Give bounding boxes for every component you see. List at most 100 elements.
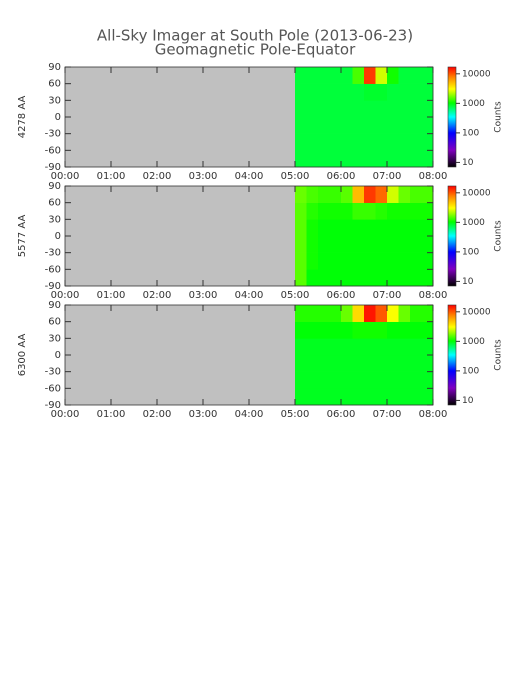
x-tick-label: 06:00 bbox=[327, 171, 356, 182]
heatmap-cell bbox=[410, 388, 422, 406]
heatmap-cell bbox=[295, 202, 307, 220]
heatmap-cell bbox=[341, 83, 353, 101]
x-tick-label: 08:00 bbox=[419, 409, 448, 420]
heatmap-cell bbox=[375, 371, 388, 389]
heatmap-cell bbox=[398, 67, 411, 84]
heatmap-cell bbox=[329, 338, 342, 356]
x-tick-label: 00:00 bbox=[51, 290, 80, 301]
x-tick-label: 07:00 bbox=[373, 171, 402, 182]
heatmap-cell bbox=[295, 321, 307, 339]
heatmap-cell bbox=[375, 133, 388, 151]
heatmap-cell bbox=[329, 83, 342, 101]
heatmap-cell bbox=[375, 150, 388, 168]
heatmap-cell bbox=[387, 252, 399, 270]
heatmap-cell bbox=[306, 202, 319, 220]
heatmap-cell bbox=[410, 133, 422, 151]
x-tick-label: 04:00 bbox=[235, 171, 264, 182]
heatmap-cell bbox=[329, 388, 342, 406]
heatmap-cell bbox=[352, 371, 365, 389]
heatmap-cell bbox=[387, 67, 399, 84]
heatmap-cell bbox=[318, 100, 330, 118]
heatmap-cell bbox=[421, 186, 434, 203]
y-tick-label: 0 bbox=[55, 350, 61, 361]
heatmap-cell bbox=[375, 202, 388, 220]
x-tick-label: 01:00 bbox=[97, 409, 126, 420]
heatmap-cell bbox=[306, 321, 319, 339]
heatmap-cell bbox=[387, 202, 399, 220]
heatmap-cell bbox=[318, 219, 330, 237]
heatmap-cell bbox=[318, 133, 330, 151]
heatmap-cell bbox=[364, 321, 376, 339]
heatmap-cell bbox=[364, 202, 376, 220]
heatmap-cell bbox=[352, 338, 365, 356]
heatmap-cell bbox=[341, 305, 353, 322]
heatmap-cell bbox=[295, 219, 307, 237]
heatmap-cell bbox=[398, 338, 411, 356]
heatmap-cell bbox=[341, 321, 353, 339]
heatmap-cell bbox=[318, 371, 330, 389]
heatmap-cell bbox=[387, 219, 399, 237]
heatmap-cell bbox=[421, 305, 434, 322]
x-tick-label: 04:00 bbox=[235, 290, 264, 301]
chart-title: All-Sky Imager at South Pole (2013-06-23… bbox=[97, 27, 413, 45]
x-tick-label: 03:00 bbox=[189, 409, 218, 420]
heatmap-cell bbox=[410, 117, 422, 134]
heatmap-cell bbox=[318, 186, 330, 203]
heatmap-cell bbox=[387, 133, 399, 151]
heatmap-cell bbox=[398, 83, 411, 101]
heatmap-cell bbox=[410, 321, 422, 339]
heatmap-cell bbox=[318, 305, 330, 322]
heatmap-cell bbox=[375, 67, 388, 84]
colorbar-tick-label: 10000 bbox=[462, 188, 491, 198]
colorbar-tick-label: 1000 bbox=[462, 218, 485, 228]
y-tick-label: 30 bbox=[48, 214, 61, 225]
y-tick-label: 0 bbox=[55, 112, 61, 123]
heatmap-cell bbox=[341, 202, 353, 220]
heatmap-cell bbox=[375, 219, 388, 237]
heatmap-cell bbox=[364, 83, 376, 101]
y-tick-label: -60 bbox=[45, 383, 61, 394]
heatmap-cell bbox=[398, 371, 411, 389]
heatmap-cell bbox=[421, 269, 434, 287]
heatmap-cell bbox=[421, 100, 434, 118]
heatmap-cell bbox=[318, 269, 330, 287]
heatmap-cell bbox=[341, 117, 353, 134]
x-tick-label: 03:00 bbox=[189, 171, 218, 182]
heatmap-cell bbox=[410, 202, 422, 220]
heatmap-cell bbox=[329, 252, 342, 270]
heatmap-cell bbox=[410, 252, 422, 270]
x-tick-label: 01:00 bbox=[97, 290, 126, 301]
heatmap-cell bbox=[341, 100, 353, 118]
heatmap-cell bbox=[421, 338, 434, 356]
heatmap-cell bbox=[364, 67, 376, 84]
heatmap-cell bbox=[410, 371, 422, 389]
y-tick-label: -90 bbox=[45, 162, 61, 173]
x-tick-label: 02:00 bbox=[143, 171, 172, 182]
heatmap-cell bbox=[295, 371, 307, 389]
x-tick-label: 08:00 bbox=[419, 290, 448, 301]
heatmap-cell bbox=[295, 117, 307, 134]
heatmap-cell bbox=[295, 186, 307, 203]
heatmap-cell bbox=[306, 133, 319, 151]
colorbar-tick-label: 10000 bbox=[462, 307, 491, 317]
heatmap-cell bbox=[306, 236, 319, 253]
heatmap-cell bbox=[387, 117, 399, 134]
heatmap-cell bbox=[421, 321, 434, 339]
heatmap-cell bbox=[341, 355, 353, 372]
heatmap-cell bbox=[398, 388, 411, 406]
heatmap-cell bbox=[329, 355, 342, 372]
heatmap-cell bbox=[306, 388, 319, 406]
heatmap-cell bbox=[329, 202, 342, 220]
heatmap-cell bbox=[295, 133, 307, 151]
heatmap-cell bbox=[364, 338, 376, 356]
heatmap-cell bbox=[306, 355, 319, 372]
heatmap-cell bbox=[421, 388, 434, 406]
heatmap-cell bbox=[421, 252, 434, 270]
heatmap-cell bbox=[364, 133, 376, 151]
heatmap-cell bbox=[341, 388, 353, 406]
heatmap-cell bbox=[375, 388, 388, 406]
heatmap-cell bbox=[352, 269, 365, 287]
heatmap-cell bbox=[295, 355, 307, 372]
heatmap-cell bbox=[352, 252, 365, 270]
x-tick-label: 05:00 bbox=[281, 290, 310, 301]
